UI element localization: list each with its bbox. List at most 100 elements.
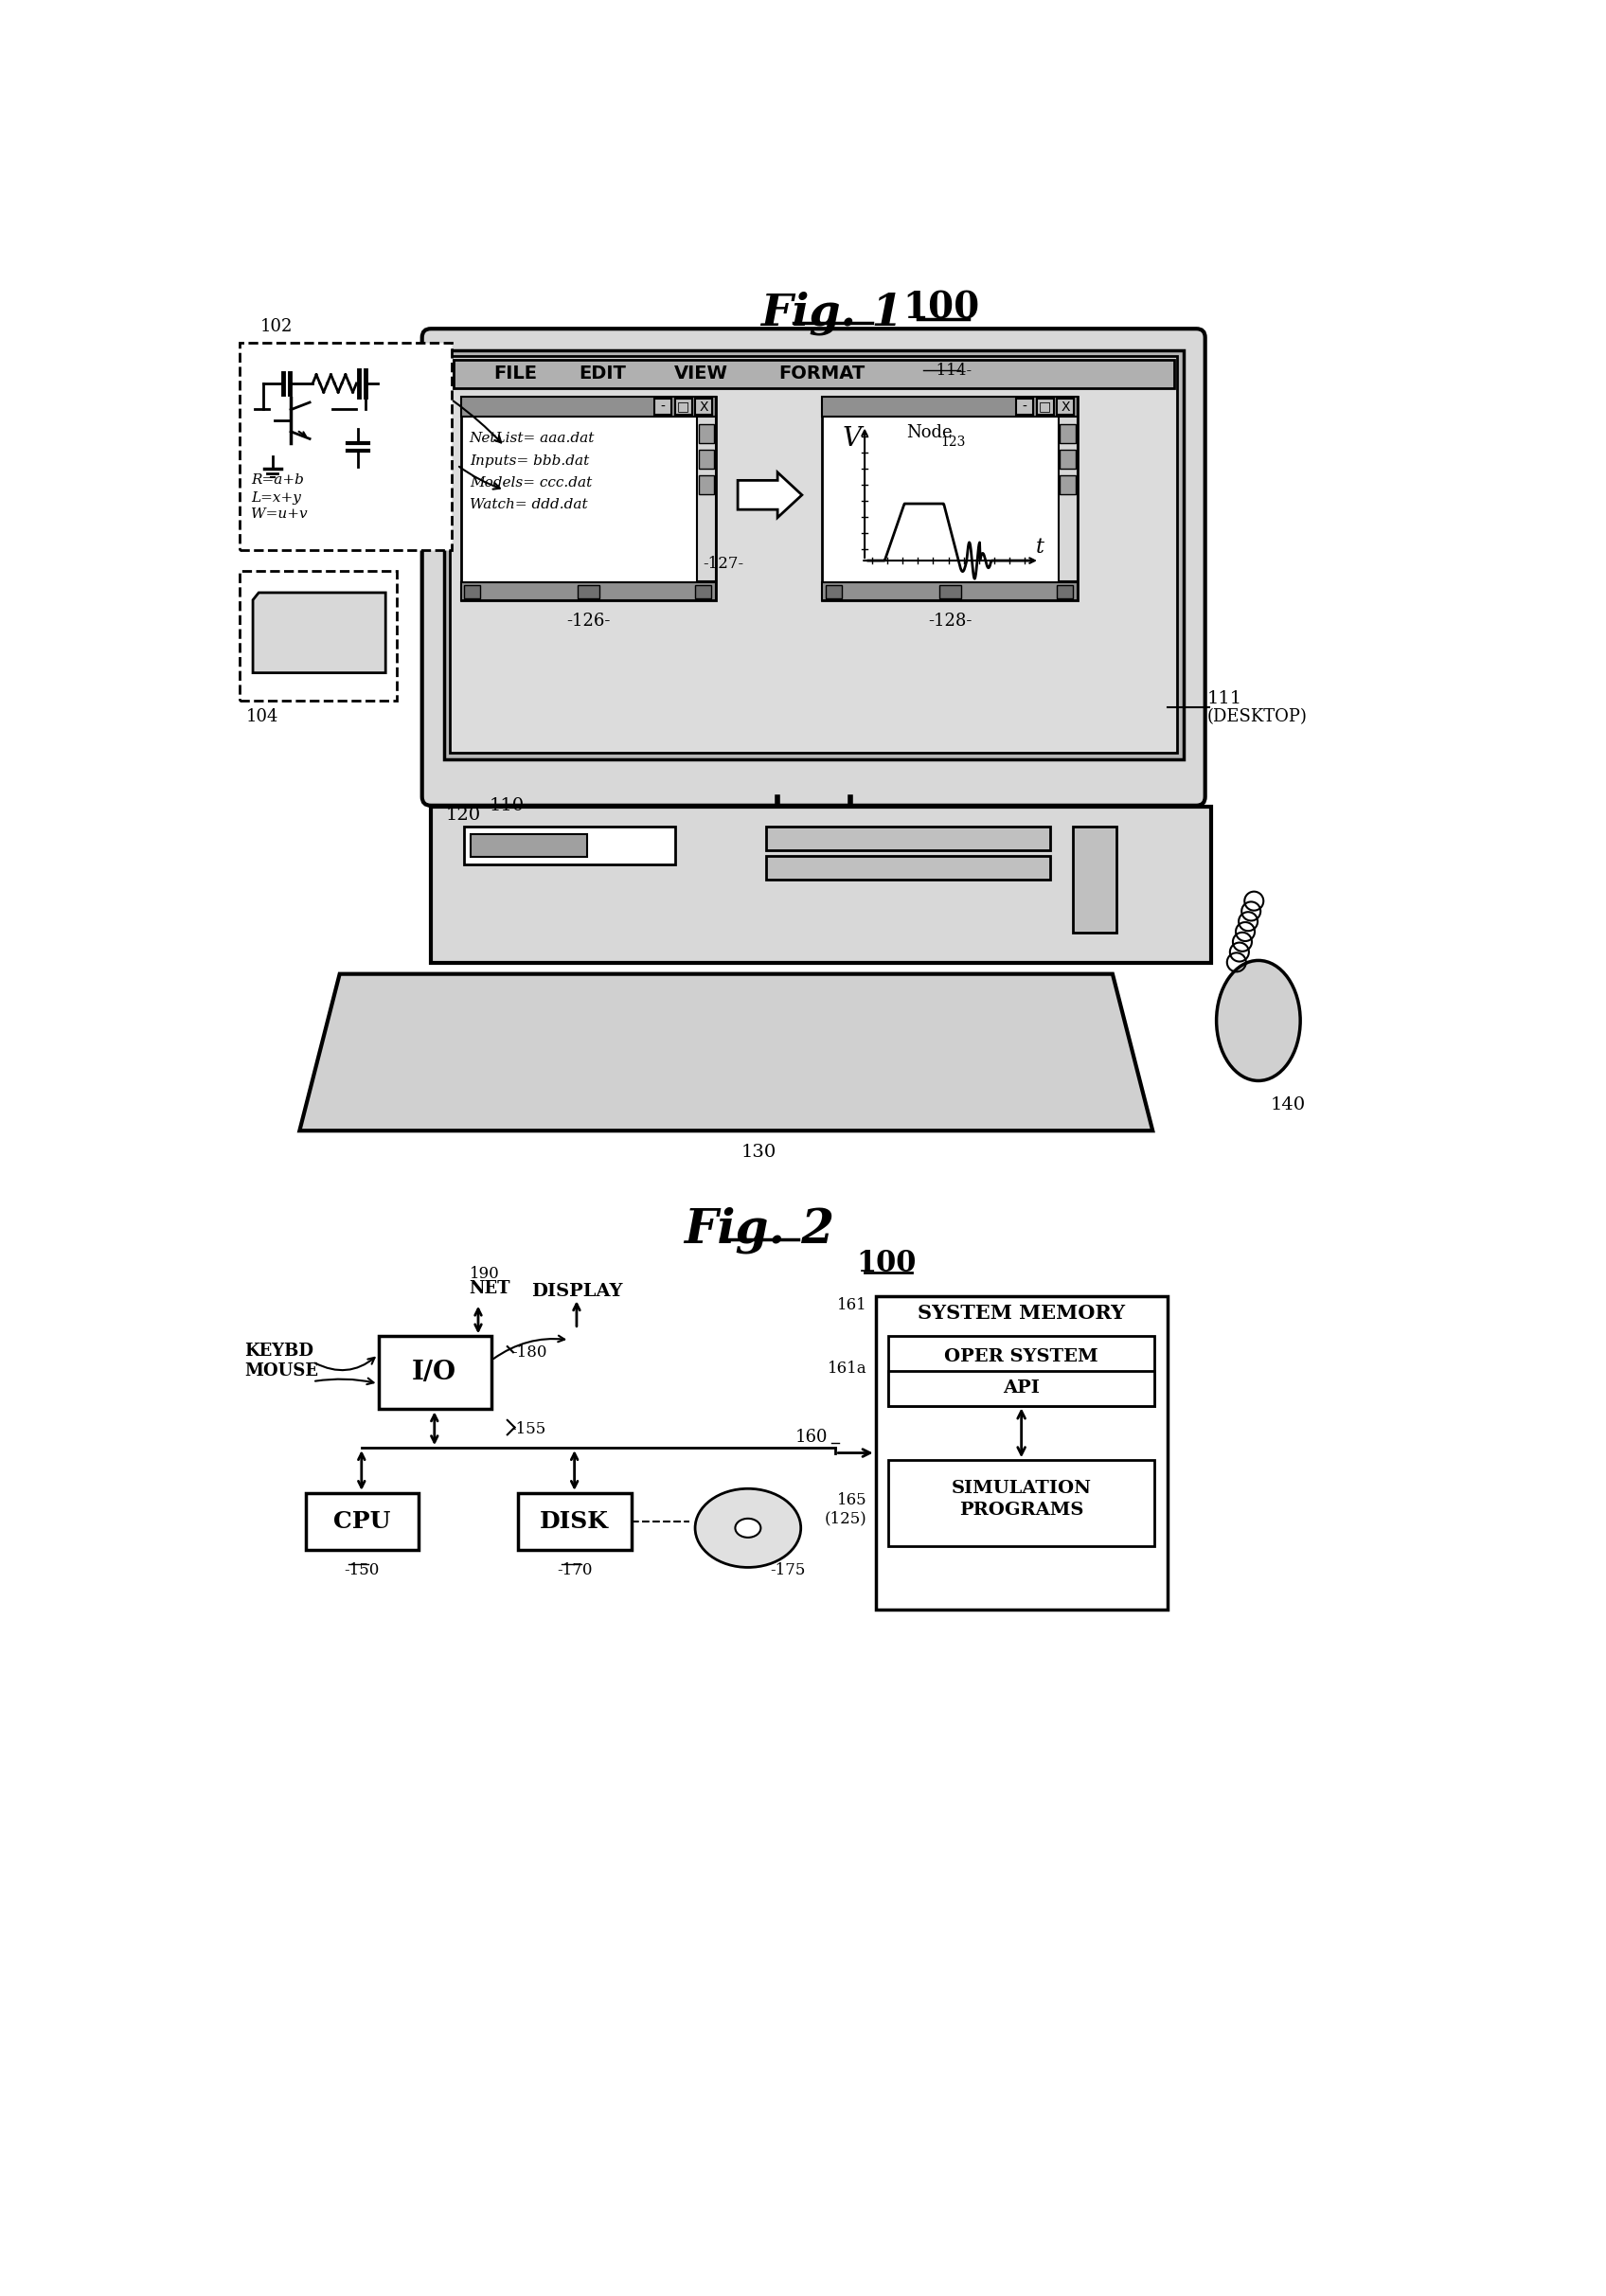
Bar [512,1029,556,1058]
Text: NET: NET [469,1281,511,1297]
Bar [825,585,842,599]
Text: L=x+y: L=x+y [251,491,300,505]
Text: Fig. 1: Fig. 1 [761,292,903,335]
Bar [430,806,1211,962]
Bar [429,1065,474,1097]
Bar [397,1100,490,1123]
Text: OPER SYSTEM: OPER SYSTEM [944,1348,1099,1366]
Bar [1017,400,1033,416]
Bar [466,1029,509,1058]
Text: 100: 100 [903,289,980,326]
Bar [1037,400,1054,416]
Bar [928,990,973,1022]
Text: -127-: -127- [703,556,744,572]
Text: DISK: DISK [540,1511,609,1534]
Text: PROGRAMS: PROGRAMS [959,1502,1084,1518]
Bar [699,475,715,494]
Bar [418,1029,461,1058]
Bar [875,1297,1168,1609]
Polygon shape [737,473,801,517]
Bar [655,1029,699,1058]
Text: -126-: -126- [567,613,610,629]
Bar [976,990,1020,1022]
Text: (125): (125) [824,1511,867,1527]
Bar [591,1100,684,1123]
Bar [702,1029,745,1058]
Text: I/O: I/O [413,1359,456,1384]
Text: 123: 123 [941,436,965,448]
Bar [940,1029,983,1058]
Text: □: □ [676,400,689,413]
Text: -175: -175 [769,1561,805,1577]
Bar [1058,418,1078,581]
Bar [891,1029,935,1058]
Text: X: X [1060,400,1070,413]
Bar [461,583,716,602]
Text: Models= ccc.dat: Models= ccc.dat [469,475,593,489]
Text: -: - [1021,400,1026,413]
Bar [360,990,403,1022]
Text: 130: 130 [742,1143,777,1162]
Text: EDIT: EDIT [580,365,626,383]
Ellipse shape [736,1518,761,1538]
Bar [464,827,675,866]
Bar [940,585,960,599]
Bar [519,1492,631,1550]
Bar [477,1065,520,1097]
Bar [808,1065,853,1097]
Bar [687,1100,781,1123]
Text: -128-: -128- [928,613,972,629]
Text: -180: -180 [512,1343,548,1359]
Polygon shape [300,974,1153,1130]
Text: -170: -170 [557,1561,593,1577]
Text: MOUSE: MOUSE [244,1364,318,1380]
Bar [666,1065,710,1097]
Text: (DESKTOP): (DESKTOP) [1208,707,1307,726]
Text: Watch= ddd.dat: Watch= ddd.dat [469,498,588,512]
Text: 100: 100 [856,1249,917,1279]
Bar [797,1029,840,1058]
Bar [549,990,593,1022]
Text: FILE: FILE [493,365,536,383]
Bar [822,397,1078,602]
Text: FORMAT: FORMAT [779,365,864,383]
Bar [692,990,736,1022]
Bar [1060,450,1076,468]
Text: 160: 160 [795,1428,829,1446]
Bar [239,342,451,551]
Bar [644,990,689,1022]
Text: Node: Node [906,425,952,441]
Bar [699,425,715,443]
Bar [822,397,1078,418]
Bar [699,450,715,468]
Text: 111: 111 [1208,689,1243,707]
Bar [856,1065,899,1097]
Text: V: V [843,427,862,452]
Bar [239,572,397,700]
Bar [1060,475,1076,494]
Bar [371,1029,414,1058]
Bar [464,585,480,599]
Text: t: t [1036,537,1044,558]
Text: SIMULATION: SIMULATION [951,1479,1092,1497]
Bar [461,397,716,602]
Text: 165: 165 [837,1492,867,1508]
Bar [259,620,345,652]
Bar [471,833,588,856]
Bar [259,599,345,615]
Polygon shape [252,592,385,673]
Bar [618,1065,663,1097]
Text: 161: 161 [837,1297,867,1313]
Bar [305,1492,419,1550]
Bar [739,990,784,1022]
Bar [524,1065,569,1097]
Bar [352,625,373,638]
Text: -155: -155 [511,1421,546,1437]
Bar [1057,400,1074,416]
Bar [454,990,498,1022]
Text: 140: 140 [1270,1097,1306,1114]
Text: 161a: 161a [827,1362,867,1378]
Bar [903,1065,948,1097]
Bar [713,1065,758,1097]
Text: 102: 102 [260,319,292,335]
